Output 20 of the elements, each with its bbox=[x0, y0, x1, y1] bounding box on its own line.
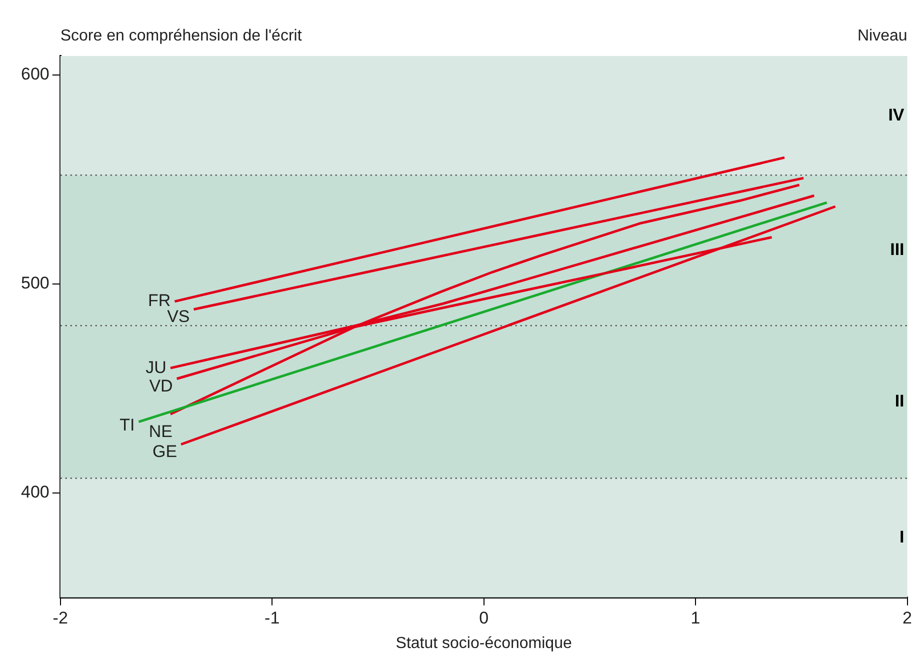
y-tick-label: 500 bbox=[20, 274, 50, 293]
x-tick-label: 2 bbox=[902, 608, 912, 628]
series-label: VD bbox=[149, 376, 173, 396]
series-label: TI bbox=[120, 416, 135, 434]
y-axis-title: Score en compréhension de l'écrit bbox=[60, 27, 302, 44]
band-label: I bbox=[900, 528, 904, 547]
x-axis-title: Statut socio-économique bbox=[396, 634, 572, 652]
x-tick-label: -2 bbox=[52, 608, 68, 628]
x-tick-label: 1 bbox=[690, 608, 700, 628]
series-label: GE bbox=[152, 442, 178, 462]
y-tick-label: 600 bbox=[20, 64, 50, 84]
x-tick-label: 0 bbox=[479, 608, 489, 628]
text: Niveau bbox=[857, 27, 908, 44]
band-label: II bbox=[894, 392, 904, 411]
series-label: JU bbox=[146, 358, 166, 377]
series-label: NE bbox=[148, 422, 172, 441]
band-label: IV bbox=[888, 105, 905, 124]
x-tick-label: -1 bbox=[264, 608, 280, 628]
band-label: III bbox=[890, 240, 904, 260]
y-tick-label: 400 bbox=[20, 482, 50, 502]
